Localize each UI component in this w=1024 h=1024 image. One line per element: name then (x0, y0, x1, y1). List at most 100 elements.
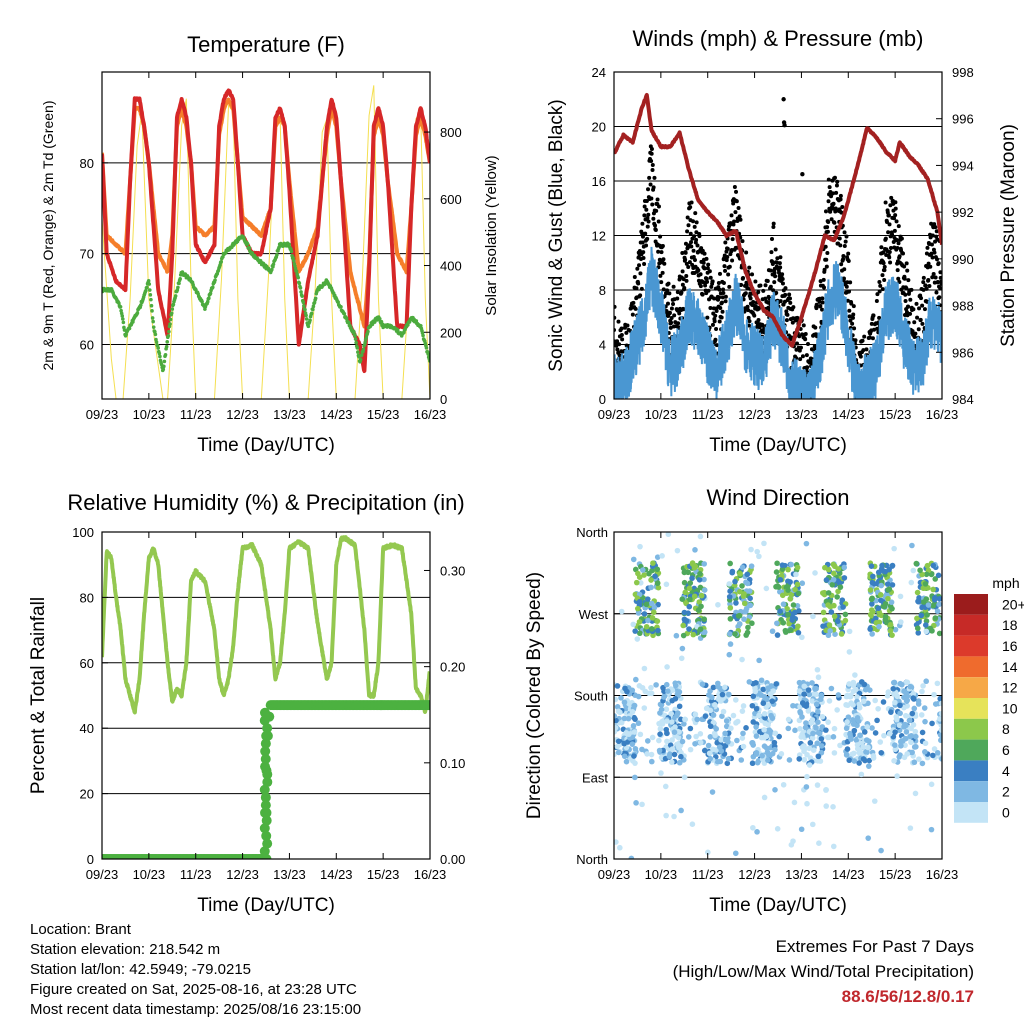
direction-point (687, 746, 694, 753)
gust-point (893, 206, 898, 211)
direction-point (675, 743, 682, 749)
direction-point (921, 599, 927, 605)
gust-point (825, 225, 830, 230)
direction-point (908, 579, 915, 586)
direction-point (936, 630, 942, 637)
gust-point (691, 248, 696, 253)
gust-point (897, 254, 902, 259)
direction-point (860, 744, 866, 750)
direction-point (907, 683, 914, 690)
dewpoint-point (150, 316, 155, 320)
x-tick-label: 11/23 (692, 867, 724, 882)
gust-point (820, 307, 825, 312)
dewpoint-point (168, 317, 173, 322)
direction-point (643, 623, 650, 630)
gust-point (910, 329, 915, 334)
gust-point (725, 246, 730, 251)
colorbar-swatch (954, 635, 988, 657)
direction-point (760, 700, 767, 706)
gust-point (647, 175, 652, 180)
direction-point (692, 711, 699, 718)
direction-point (904, 679, 911, 686)
direction-point (795, 623, 801, 630)
gust-point (649, 196, 654, 201)
direction-point (628, 855, 635, 859)
colorbar-label: 12 (1002, 680, 1018, 696)
gust-point (791, 305, 796, 310)
direction-point (744, 629, 751, 636)
direction-point (863, 749, 869, 755)
gust-point (773, 274, 778, 279)
direction-point (722, 730, 728, 737)
gust-point (800, 171, 805, 177)
direction-point (937, 716, 942, 722)
direction-point (758, 692, 764, 698)
direction-point (668, 710, 675, 717)
x-tick-label: 14/23 (320, 407, 353, 422)
direction-point (632, 774, 638, 781)
gust-point (710, 279, 715, 284)
y2-tick-label: 986 (952, 345, 974, 360)
direction-point (919, 571, 925, 578)
direction-point (739, 656, 745, 663)
gust-point (915, 315, 920, 320)
direction-point (907, 825, 914, 831)
direction-point (738, 757, 745, 763)
gust-point (936, 261, 941, 266)
dewpoint-point (213, 278, 217, 282)
direction-point (810, 613, 816, 620)
gust-point (827, 185, 832, 190)
gust-point (645, 224, 650, 229)
dewpoint-point (147, 282, 152, 286)
direction-point (675, 710, 681, 716)
direction-point (814, 782, 821, 788)
direction-point (820, 609, 827, 616)
direction-point (803, 540, 810, 547)
gust-point (881, 261, 886, 266)
y-tick-label: 0 (599, 392, 606, 407)
direction-point (805, 708, 812, 714)
direction-point (872, 697, 878, 704)
gust-point (824, 257, 829, 262)
location-text: Location: Brant (30, 921, 131, 938)
direction-point (747, 595, 753, 602)
gust-point (894, 219, 899, 224)
direction-point (930, 586, 936, 593)
gust-point (818, 279, 823, 284)
dewpoint-point (372, 320, 377, 324)
dewpoint-point (163, 352, 168, 357)
dewpoint-point (146, 279, 151, 283)
y-tick-label: West (579, 607, 609, 622)
y-tick-label: 4 (599, 338, 606, 353)
gust-point (935, 280, 940, 285)
gust-point (904, 310, 909, 315)
direction-point (784, 605, 790, 612)
dewpoint-point (148, 293, 153, 297)
gust-point (617, 353, 622, 358)
direction-point (903, 712, 909, 719)
direction-point (753, 724, 759, 730)
precip-point (259, 784, 270, 795)
direction-point (920, 683, 926, 689)
gust-point (937, 295, 942, 300)
gust-point (918, 317, 923, 322)
direction-point (697, 626, 704, 632)
direction-point (864, 724, 871, 730)
direction-point (678, 655, 685, 662)
dewpoint-point (219, 259, 224, 264)
direction-point (672, 682, 679, 689)
gust-point (788, 300, 793, 305)
gust-point (697, 234, 702, 239)
direction-point (705, 742, 712, 749)
precip-point (260, 761, 271, 772)
direction-point (672, 724, 678, 730)
direction-point (653, 682, 659, 688)
direction-point (785, 566, 791, 573)
direction-point (852, 672, 858, 678)
direction-point (922, 581, 929, 587)
direction-point (691, 593, 698, 600)
direction-point (829, 581, 836, 588)
direction-point (804, 800, 810, 807)
dewpoint-point (291, 258, 296, 263)
gust-point (847, 289, 852, 294)
